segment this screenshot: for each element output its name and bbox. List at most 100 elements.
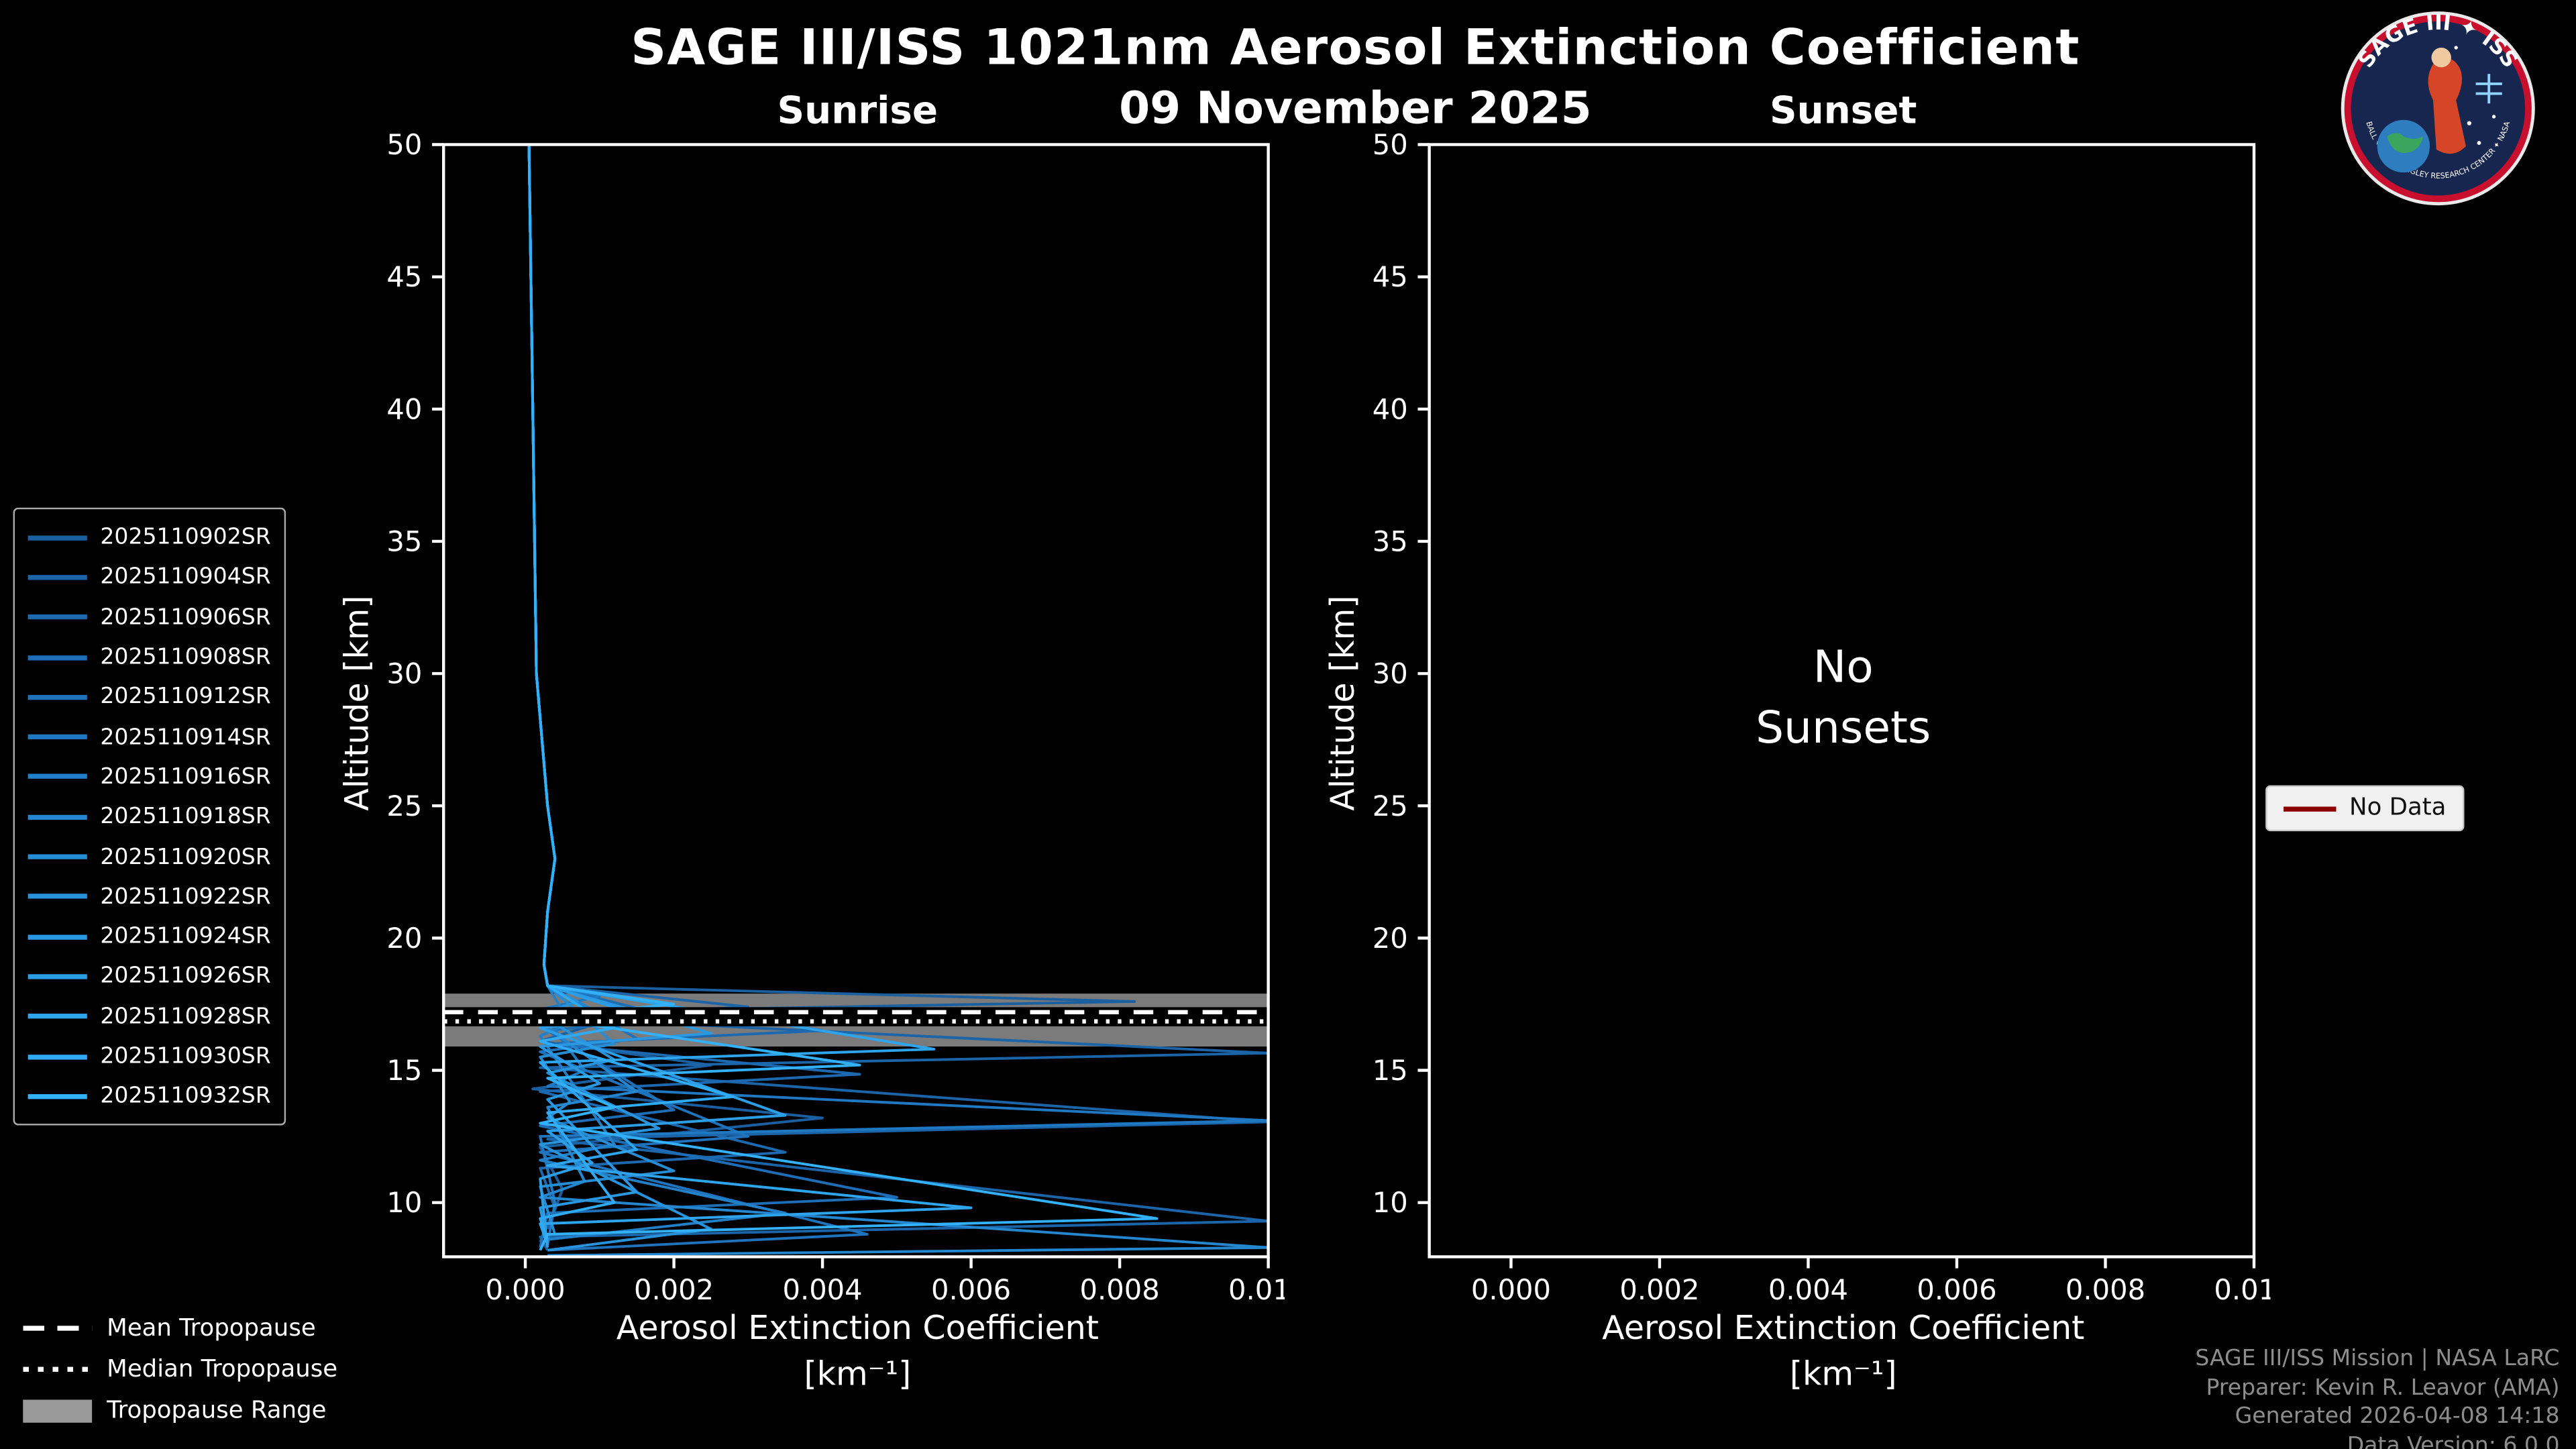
legend-item-label: 2025110920SR: [100, 843, 271, 870]
y-tick-label: 45: [386, 260, 422, 293]
y-tick-label: 30: [1373, 657, 1408, 690]
y-tick-label: 15: [1373, 1054, 1408, 1087]
footer-data-version: Data Version: 6.0.0: [2347, 1432, 2560, 1449]
legend-item-label: 2025110930SR: [100, 1043, 271, 1070]
no-data-label: No Data: [2349, 795, 2447, 822]
legend-item-label: 2025110918SR: [100, 804, 271, 830]
y-tick-label: 40: [1373, 392, 1408, 425]
line-sample-icon: [28, 1093, 87, 1099]
no-data-line-icon: [2284, 806, 2337, 811]
y-tick-label: 10: [1373, 1186, 1408, 1219]
legend-item-2025110922SR: 2025110922SR: [28, 877, 271, 917]
y-tick-label: 35: [386, 525, 422, 558]
line-sample-icon: [28, 574, 87, 580]
line-sample-icon: [28, 735, 87, 740]
y-tick-label: 25: [1373, 790, 1408, 822]
series-line-2025110932SR: [527, 144, 1159, 1251]
sunset-xunit: [km⁻¹]: [1789, 1353, 1897, 1393]
logo-figure-head: [2431, 48, 2451, 68]
median-tropopause-legend-item: Median Tropopause: [23, 1349, 337, 1390]
x-tick-label: 0.008: [2065, 1273, 2145, 1306]
legend-item-2025110930SR: 2025110930SR: [28, 1036, 271, 1077]
y-tick-label: 35: [1373, 525, 1408, 558]
legend-item-2025110902SR: 2025110902SR: [28, 517, 271, 557]
legend-item-2025110920SR: 2025110920SR: [28, 837, 271, 877]
median-tropopause-label: Median Tropopause: [107, 1356, 338, 1383]
legend-item-label: 2025110904SR: [100, 564, 271, 591]
legend-item-2025110928SR: 2025110928SR: [28, 996, 271, 1036]
sunset-plot: 10 15 20 25 30 35 40 45 50 0.000 0.002 0.004 0.006 0.…: [1373, 128, 2271, 1306]
figure-date: 09 November 2025: [1119, 83, 1592, 135]
legend-item-label: 2025110902SR: [100, 524, 271, 551]
line-sample-icon: [28, 1014, 87, 1019]
figure-title: SAGE III/ISS 1021nm Aerosol Extinction C…: [631, 19, 2080, 78]
sunrise-xunit: [km⁻¹]: [804, 1353, 912, 1393]
legend-item-2025110906SR: 2025110906SR: [28, 597, 271, 637]
legend-item-2025110932SR: 2025110932SR: [28, 1076, 271, 1116]
legend-item-label: 2025110906SR: [100, 604, 271, 631]
sunset-xlabel: Aerosol Extinction Coefficient: [1602, 1307, 2085, 1348]
dotted-line-icon: [23, 1366, 93, 1373]
x-tick-label: 0.004: [1768, 1273, 1848, 1306]
footer-credits: SAGE III/ISS Mission | NASA LaRC Prepare…: [2195, 1346, 2559, 1449]
line-sample-icon: [28, 854, 87, 859]
event-legend: 2025110902SR 2025110904SR 2025110906SR 2025…: [13, 507, 286, 1126]
y-tick-label: 50: [386, 128, 422, 161]
legend-item-2025110912SR: 2025110912SR: [28, 677, 271, 717]
y-tick-label: 25: [386, 790, 422, 822]
y-tick-label: 45: [1373, 260, 1408, 293]
line-sample-icon: [28, 1054, 87, 1059]
legend-item-label: 2025110932SR: [100, 1083, 271, 1110]
line-sample-icon: [28, 654, 87, 660]
footer-preparer: Preparer: Kevin R. Leavor (AMA): [2206, 1374, 2560, 1401]
line-sample-icon: [28, 614, 87, 620]
logo-stars: [2454, 46, 2496, 146]
legend-item-2025110918SR: 2025110918SR: [28, 797, 271, 837]
line-sample-icon: [28, 934, 87, 939]
legend-item-2025110914SR: 2025110914SR: [28, 717, 271, 757]
x-tick-label: 0.002: [634, 1273, 714, 1306]
x-tick-label: 0.006: [1917, 1273, 1996, 1306]
sage-iii-iss-logo: SAGE III ✦ ISS BALL ✦ NASA LANGLEY RESEA…: [2341, 9, 2535, 206]
mean-tropopause-label: Mean Tropopause: [107, 1315, 316, 1342]
x-tick-label: 0.000: [1471, 1273, 1551, 1306]
legend-item-label: 2025110928SR: [100, 1003, 271, 1030]
legend-item-2025110924SR: 2025110924SR: [28, 916, 271, 957]
y-tick-label: 50: [1373, 128, 1408, 161]
tropopause-range-label: Tropopause Range: [107, 1397, 327, 1424]
y-tick-label: 15: [386, 1054, 422, 1087]
legend-item-2025110916SR: 2025110916SR: [28, 757, 271, 797]
no-sunsets-message: No Sunsets: [1756, 642, 1931, 755]
tropopause-legend: Mean Tropopause Median Tropopause Tropop…: [23, 1307, 337, 1431]
line-sample-icon: [28, 974, 87, 979]
sunset-panel-title: Sunset: [1770, 90, 1917, 133]
y-tick-label: 20: [386, 922, 422, 955]
line-sample-icon: [28, 814, 87, 820]
dashed-line-icon: [23, 1325, 93, 1332]
mean-tropopause-legend-item: Mean Tropopause: [23, 1307, 337, 1348]
line-sample-icon: [28, 774, 87, 780]
logo-figure-icon: [2428, 58, 2466, 154]
legend-item-label: 2025110924SR: [100, 923, 271, 950]
legend-item-2025110904SR: 2025110904SR: [28, 557, 271, 598]
line-sample-icon: [28, 894, 87, 900]
plot-background: [1429, 144, 2255, 1257]
legend-item-label: 2025110916SR: [100, 763, 271, 790]
line-sample-icon: [28, 694, 87, 700]
x-tick-label: 0.002: [1619, 1273, 1699, 1306]
no-data-legend: No Data: [2265, 785, 2465, 832]
x-tick-label: 0.000: [485, 1273, 565, 1306]
legend-item-2025110908SR: 2025110908SR: [28, 637, 271, 678]
x-tick-label: 0.010: [2214, 1273, 2270, 1306]
tropopause-range-legend-item: Tropopause Range: [23, 1390, 337, 1431]
legend-item-label: 2025110922SR: [100, 883, 271, 910]
gray-patch-icon: [23, 1399, 93, 1422]
sunrise-panel-title: Sunrise: [777, 90, 938, 133]
logo-earth-land: [2387, 133, 2424, 153]
legend-item-label: 2025110926SR: [100, 963, 271, 990]
legend-item-2025110926SR: 2025110926SR: [28, 957, 271, 997]
y-tick-label: 10: [386, 1186, 422, 1219]
legend-item-label: 2025110908SR: [100, 644, 271, 671]
x-tick-label: 0.010: [1228, 1273, 1285, 1306]
